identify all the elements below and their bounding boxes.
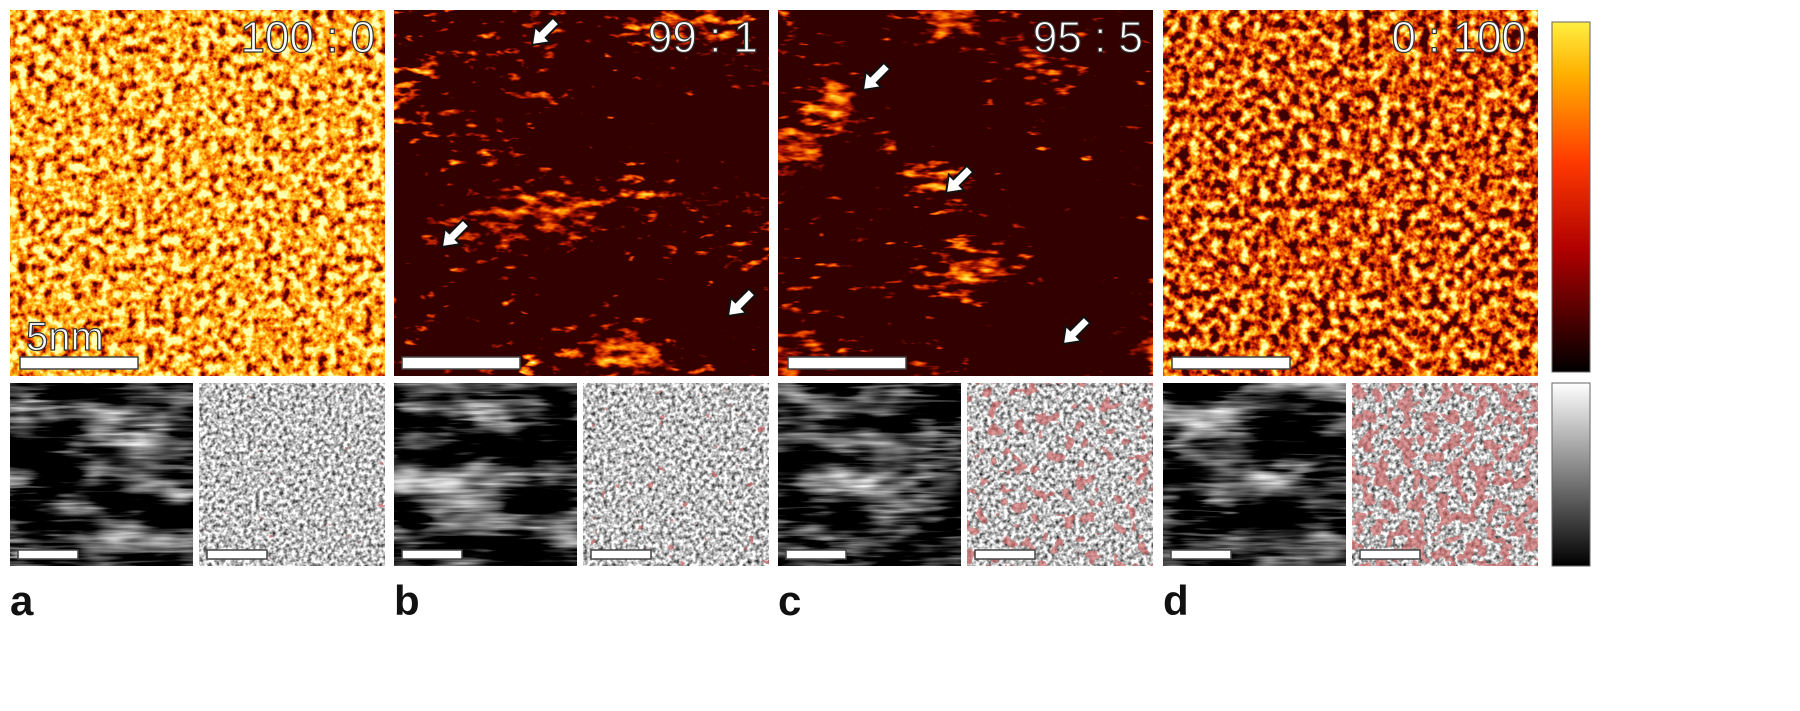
stm-image: [1163, 10, 1538, 376]
figure: 100 : 0 5nm a 99 : 1 b 95 : 5 c 0 : 100 …: [0, 0, 1800, 711]
colorbar: [1552, 383, 1590, 566]
gray-image: [778, 383, 961, 566]
panel-letter: c: [778, 577, 801, 624]
colorbar: [1552, 22, 1590, 372]
panel-c: 95 : 5 c: [778, 10, 1153, 624]
panel-letter: b: [394, 577, 420, 624]
red-overlay: [967, 383, 1153, 566]
ratio-label: 100 : 0: [240, 13, 375, 62]
scale-bar: [18, 550, 78, 559]
stm-image: [394, 10, 769, 376]
gray-image: [10, 383, 193, 566]
panel-a: 100 : 0 5nm a: [10, 10, 385, 624]
panel-letter: a: [10, 577, 34, 624]
scale-bar: [1172, 357, 1290, 369]
scale-bar: [1360, 550, 1420, 559]
scale-bar: [788, 357, 906, 369]
panel-letter: d: [1163, 577, 1189, 624]
ratio-label: 99 : 1: [648, 13, 758, 62]
panel-d: 0 : 100 d: [1163, 10, 1538, 624]
scale-bar-label: 5nm: [26, 315, 104, 359]
scale-bar: [20, 357, 138, 369]
scale-bar: [402, 550, 462, 559]
gray-image: [394, 383, 577, 566]
red-overlay: [199, 383, 385, 566]
stm-image: [778, 10, 1153, 376]
ratio-label: 0 : 100: [1391, 13, 1526, 62]
ratio-label: 95 : 5: [1033, 13, 1143, 62]
gray-image: [1163, 383, 1346, 566]
red-overlay: [583, 383, 769, 566]
scale-bar: [402, 357, 520, 369]
scale-bar: [591, 550, 651, 559]
panel-b: 99 : 1 b: [394, 10, 769, 624]
scale-bar: [975, 550, 1035, 559]
red-overlay: [1352, 383, 1538, 566]
scale-bar: [786, 550, 846, 559]
scale-bar: [207, 550, 267, 559]
scale-bar: [1171, 550, 1231, 559]
